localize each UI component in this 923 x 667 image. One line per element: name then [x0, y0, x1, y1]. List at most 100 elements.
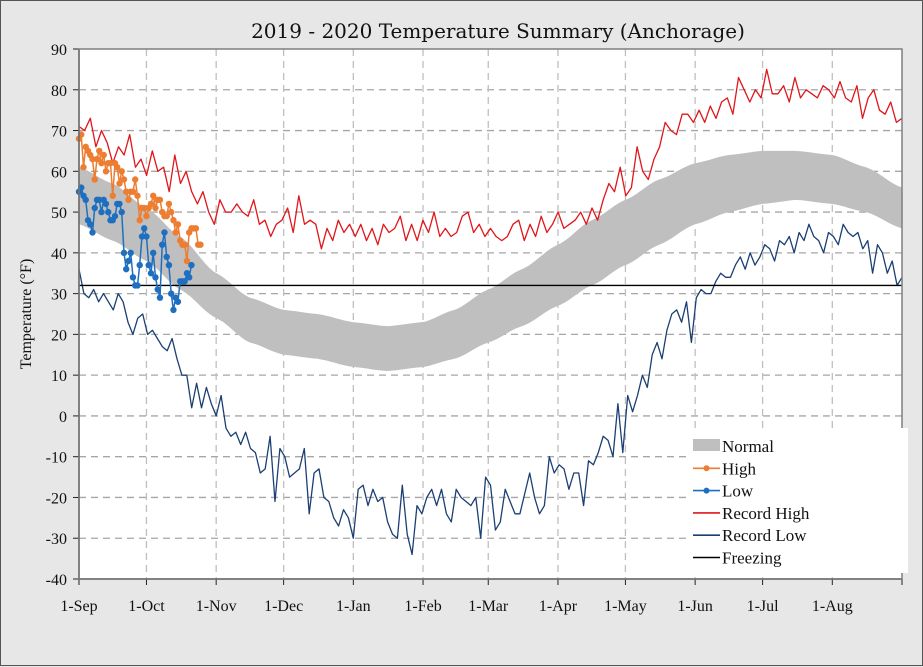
high-point [116, 180, 123, 187]
x-tick-label: 1-Aug [812, 598, 853, 615]
high-point [163, 212, 170, 220]
x-tick-label: 1-Jun [677, 598, 713, 615]
legend-label: Normal [722, 437, 774, 456]
low-point [111, 212, 119, 220]
legend-item-high: High [693, 459, 757, 478]
high-point [102, 168, 110, 175]
high-point [167, 208, 175, 216]
y-tick-label: 20 [51, 327, 67, 344]
low-point [141, 225, 148, 232]
legend-label: Record High [722, 504, 810, 523]
x-tick-label: 1-Feb [404, 598, 441, 615]
low-point [136, 261, 143, 269]
high-point [100, 151, 107, 159]
high-point [96, 147, 103, 155]
legend-item-record-high: Record High [693, 504, 810, 523]
low-point [161, 229, 168, 236]
x-tick-label: 1-Sep [60, 598, 97, 615]
high-point [91, 176, 98, 183]
low-point [116, 200, 123, 208]
y-tick-label: -40 [46, 572, 67, 589]
legend-item-record-low: Record Low [693, 526, 807, 545]
legend-swatch-marker [703, 487, 710, 494]
high-point [150, 192, 157, 199]
legend: Normal High Low Record High Record Low Freezi… [688, 428, 908, 573]
y-tick-label: 0 [59, 409, 67, 426]
low-point [91, 204, 98, 212]
low-point [152, 274, 159, 281]
legend-label: High [722, 459, 757, 478]
normal-band [79, 150, 902, 371]
x-tick-label: 1-Dec [264, 598, 303, 615]
x-tick-label: 1-Jan [336, 598, 371, 615]
legend-label: Freezing [722, 549, 782, 568]
x-tick-label: 1-May [604, 598, 647, 615]
high-point [129, 188, 137, 195]
low-point [147, 270, 155, 277]
y-tick-label: 90 [51, 42, 67, 59]
y-tick-label: 70 [51, 124, 67, 141]
low-point [134, 282, 141, 289]
low-point [89, 229, 96, 236]
record-low-line [78, 223, 903, 556]
high-point [109, 192, 116, 199]
x-tick-label: 1-Oct [128, 598, 165, 615]
legend-swatch-band [693, 439, 720, 451]
high-point [165, 200, 173, 208]
high-point [80, 164, 87, 171]
low-point [167, 290, 175, 297]
legend-item-normal: Normal [693, 437, 774, 456]
low-point [188, 261, 195, 269]
high-point [141, 204, 148, 212]
low-point [145, 261, 152, 269]
low-point [158, 241, 166, 248]
high-point [197, 241, 204, 248]
x-tick-label: 1-Mar [468, 598, 509, 615]
low-point [154, 286, 161, 293]
low-point [105, 208, 112, 216]
high-point [125, 196, 132, 204]
high-point [170, 217, 177, 224]
low-point [129, 274, 137, 281]
legend-item-freezing: Freezing [693, 549, 782, 568]
low-point [150, 249, 157, 257]
legend-item-low: Low [693, 482, 754, 501]
low-point [138, 233, 146, 240]
high-point [156, 196, 164, 204]
normal-band-layer [79, 150, 902, 371]
y-tick-label: 40 [51, 246, 67, 263]
low-point [102, 200, 110, 208]
x-tick-label: 1-Jul [747, 598, 780, 615]
low-point [87, 221, 94, 228]
series-layer [75, 68, 903, 556]
low-point [118, 208, 125, 216]
y-tick-label: -20 [46, 490, 67, 507]
high-point [147, 200, 155, 208]
high-point [120, 176, 128, 183]
legend-swatch-marker [703, 465, 710, 472]
low-point [120, 249, 128, 257]
y-axis-label: Temperature (°F) [18, 259, 35, 370]
high-point [93, 155, 101, 163]
low-point [125, 257, 132, 265]
high-point [136, 217, 143, 224]
low-point [181, 278, 188, 285]
high-point [152, 204, 159, 212]
low-point [185, 274, 193, 281]
y-tick-label: 30 [51, 287, 67, 304]
low-point [98, 208, 105, 216]
low-point [163, 253, 170, 261]
legend-label: Record Low [722, 526, 807, 545]
x-tick-label: 1-Nov [196, 598, 237, 615]
low-point [170, 306, 177, 314]
high-point [192, 225, 200, 232]
high-point [181, 241, 188, 248]
x-tick-label: 1-Apr [539, 598, 578, 615]
high-point [172, 229, 179, 236]
high-point [183, 257, 191, 265]
high-point [123, 188, 130, 195]
y-tick-label: 80 [51, 83, 67, 100]
plot-border [78, 48, 903, 580]
y-tick-label: 50 [51, 205, 67, 222]
